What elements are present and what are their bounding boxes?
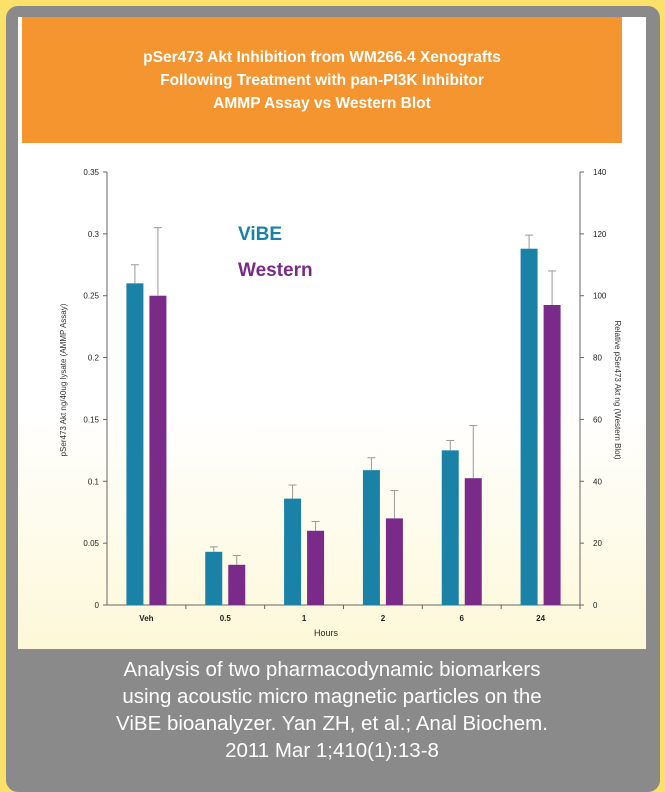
- x-tick-label: 2: [381, 614, 386, 623]
- vibe-bar: [284, 498, 302, 605]
- title-line-3: AMMP Assay vs Western Blot: [213, 94, 431, 112]
- vibe-bar: [362, 470, 380, 605]
- chart-title-banner: pSer473 Akt Inhibition from WM266.4 Xeno…: [22, 17, 622, 143]
- figure-caption: Analysis of two pharmacodynamic biomarke…: [18, 656, 646, 764]
- caption-line-4: 2011 Mar 1;410(1):13-8: [225, 739, 439, 762]
- left-y-tick-label: 0.15: [83, 415, 99, 424]
- vibe-bar: [205, 551, 223, 605]
- right-y-tick-label: 80: [593, 354, 602, 363]
- caption-line-3: ViBE bioanalyzer. Yan ZH, et al.; Anal B…: [116, 712, 548, 735]
- left-y-tick-label: 0.05: [83, 539, 99, 548]
- caption-line-2: using acoustic micro magnetic particles …: [122, 685, 542, 708]
- western-bar: [385, 518, 403, 605]
- vibe-bar: [126, 283, 144, 605]
- x-axis-label: Hours: [314, 628, 339, 638]
- caption-line-1: Analysis of two pharmacodynamic biomarke…: [123, 658, 541, 681]
- x-tick-label: 24: [536, 614, 545, 623]
- left-y-tick-label: 0.25: [83, 292, 99, 301]
- left-y-tick-label: 0.35: [83, 168, 99, 177]
- right-y-axis-title: Relative pSer473 Akt ng (Western Blot): [613, 320, 622, 459]
- left-y-tick-label: 0.1: [88, 477, 100, 486]
- western-bar: [149, 295, 167, 605]
- western-bar: [307, 530, 325, 605]
- x-tick-label: 6: [460, 614, 465, 623]
- right-y-tick-label: 100: [593, 292, 607, 301]
- title-line-2: Following Treatment with pan-PI3K Inhibi…: [160, 71, 484, 89]
- left-y-tick-label: 0: [95, 601, 100, 610]
- left-y-axis-label: pSer473 Akt ng/40ug lysate (AMMP Assay): [59, 303, 68, 456]
- western-bar: [543, 304, 561, 605]
- vibe-bar: [441, 450, 459, 605]
- x-tick-label: Veh: [139, 614, 153, 623]
- left-y-axis-title: pSer473 Akt ng/40ug lysate (AMMP Assay): [59, 303, 68, 456]
- right-y-tick-label: 0: [593, 601, 598, 610]
- plot-area: 00.050.10.150.20.250.30.3502040608010012…: [83, 168, 606, 623]
- right-y-tick-label: 40: [593, 477, 602, 486]
- legend-western: Western: [238, 260, 313, 281]
- western-bar: [464, 478, 482, 605]
- right-y-tick-label: 140: [593, 168, 607, 177]
- right-y-tick-label: 60: [593, 415, 602, 424]
- x-tick-label: 1: [302, 614, 307, 623]
- right-y-axis-label: Relative pSer473 Akt ng (Western Blot): [613, 320, 622, 459]
- legend-vibe: ViBE: [238, 224, 282, 245]
- vibe-bar: [520, 248, 538, 605]
- right-y-tick-label: 20: [593, 539, 602, 548]
- western-bar: [228, 564, 246, 605]
- left-y-tick-label: 0.3: [88, 230, 100, 239]
- x-tick-label: 0.5: [220, 614, 232, 623]
- title-line-1: pSer473 Akt Inhibition from WM266.4 Xeno…: [143, 48, 501, 66]
- left-y-tick-label: 0.2: [88, 354, 100, 363]
- right-y-tick-label: 120: [593, 230, 607, 239]
